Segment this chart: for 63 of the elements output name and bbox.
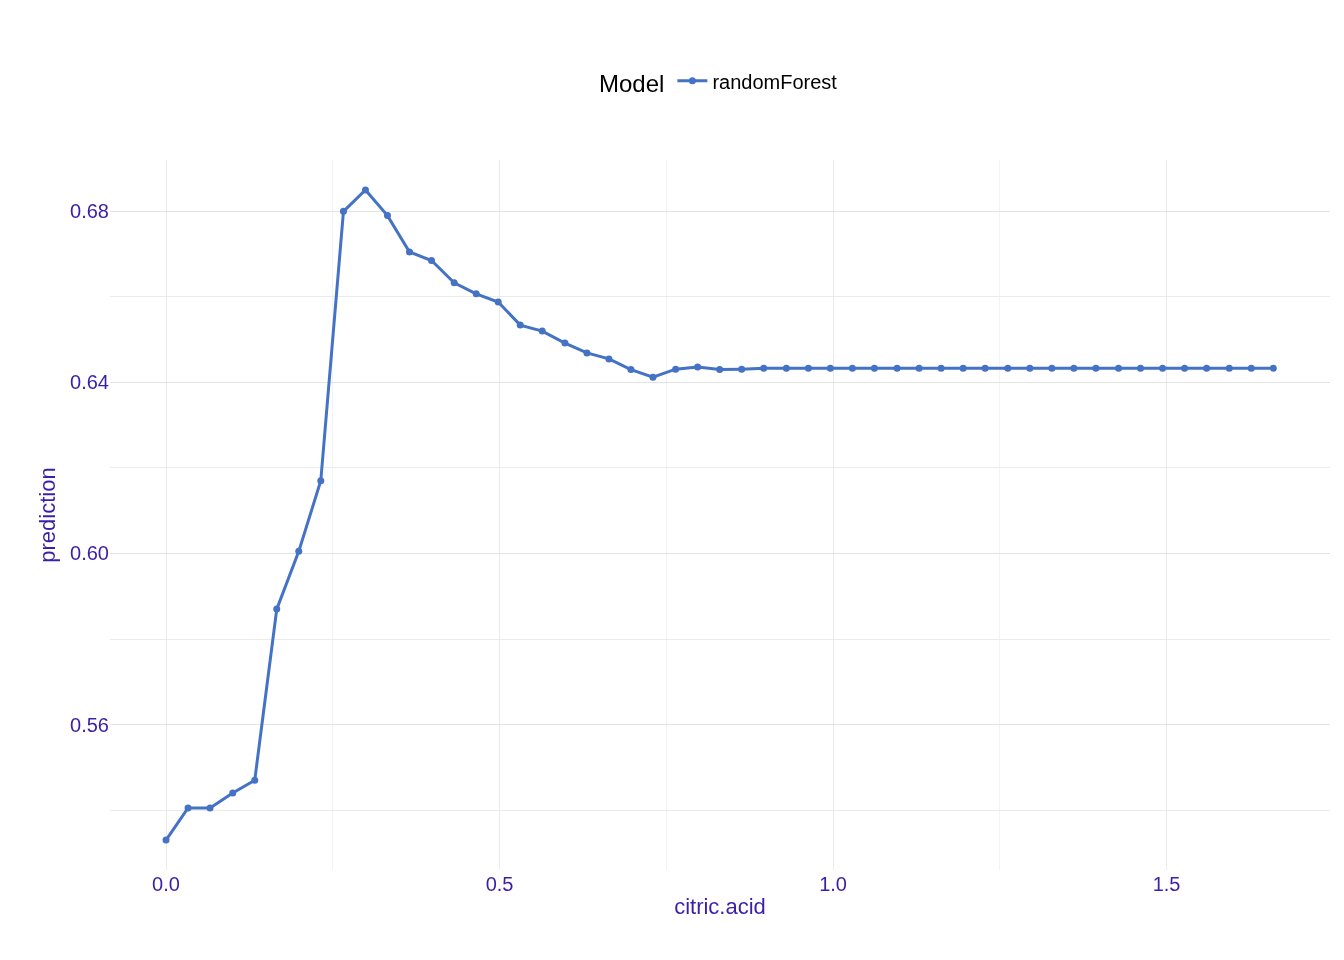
point <box>472 290 480 298</box>
point <box>915 364 923 372</box>
point <box>516 321 524 329</box>
point <box>406 248 413 256</box>
point <box>1137 364 1145 372</box>
x-tick-label: 0.0 <box>152 873 180 895</box>
point <box>538 327 546 335</box>
point <box>317 477 325 485</box>
y-tick-label: 0.60 <box>70 542 109 565</box>
point <box>361 186 369 194</box>
point <box>870 364 878 372</box>
point <box>273 605 281 613</box>
point <box>694 363 702 371</box>
x-tick-label: 1.5 <box>1152 873 1181 895</box>
x-axis-title: citric.acid <box>674 893 766 919</box>
point <box>1092 364 1100 372</box>
point <box>959 364 967 372</box>
legend-title: Model <box>599 70 665 98</box>
point <box>1048 364 1056 372</box>
legend-label: randomForest <box>712 70 838 93</box>
point <box>605 355 613 363</box>
point <box>738 365 746 373</box>
point <box>1203 364 1211 372</box>
point <box>848 364 856 372</box>
y-axis-title: prediction <box>34 467 60 563</box>
point <box>1247 364 1255 372</box>
y-tick-label: 0.68 <box>70 200 109 223</box>
point <box>1070 364 1078 372</box>
point <box>1026 364 1034 372</box>
point <box>251 776 259 784</box>
point <box>1004 364 1012 372</box>
point <box>1269 364 1277 372</box>
point <box>494 298 502 306</box>
point <box>229 789 237 797</box>
point <box>295 547 303 555</box>
point <box>826 364 834 372</box>
y-tick-label: 0.56 <box>70 713 109 736</box>
point <box>1181 364 1189 372</box>
y-tick-label: 0.64 <box>70 371 109 394</box>
point <box>583 349 591 357</box>
point <box>760 364 768 372</box>
point <box>893 364 901 372</box>
point <box>937 364 945 372</box>
point <box>782 364 790 372</box>
point <box>627 366 635 374</box>
point <box>428 257 436 265</box>
x-tick-label: 0.5 <box>485 873 514 895</box>
point <box>206 804 214 812</box>
point <box>649 373 657 381</box>
x-tick-label: 1.0 <box>819 873 847 895</box>
point <box>561 339 569 347</box>
point <box>184 804 192 812</box>
point <box>450 279 458 287</box>
point <box>1225 364 1233 372</box>
point <box>1159 364 1167 372</box>
point <box>672 365 680 373</box>
point <box>804 364 812 372</box>
point <box>716 366 724 374</box>
point <box>981 364 989 372</box>
point <box>162 836 170 844</box>
point <box>383 212 391 220</box>
point <box>1115 364 1123 372</box>
point <box>339 207 347 215</box>
